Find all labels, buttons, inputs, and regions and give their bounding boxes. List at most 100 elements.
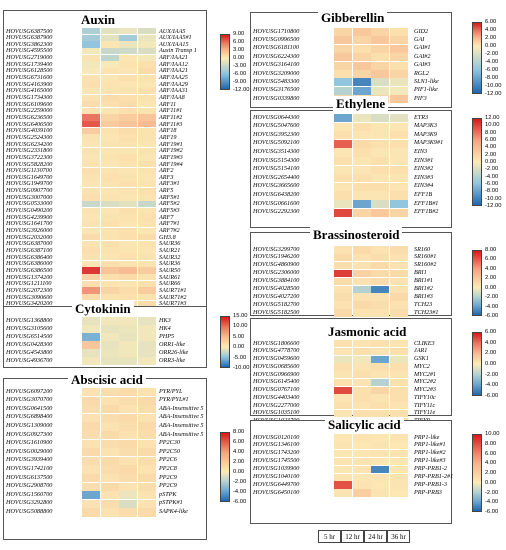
panel-title-gibberellin: Gibberellin	[318, 10, 388, 26]
heatmap-cell	[82, 357, 101, 365]
heatmap-cell	[82, 174, 101, 181]
heatmap-cell	[119, 474, 138, 483]
heatmap-cell	[389, 148, 408, 157]
gene-name: ARF2	[159, 167, 174, 175]
heatmap-cell	[389, 434, 408, 442]
heatmap-cell	[371, 261, 390, 270]
gene-id: HOVUSG1346100	[253, 441, 300, 449]
gene-id: HOVUSG5182500	[253, 308, 300, 316]
heatmap-cell	[137, 61, 156, 68]
gene-id: HOVUSG1211100	[6, 280, 52, 288]
heatmap-cell	[82, 154, 101, 161]
heatmap-cell	[100, 341, 119, 349]
heatmap-cell	[119, 34, 138, 41]
heatmap-cell	[119, 161, 138, 168]
gene-id: HOVUSG6145400	[253, 378, 300, 386]
colorbar-tick: 6.00	[485, 19, 497, 25]
heatmap-cell	[389, 340, 408, 348]
gene-id: HOVUSG1742100	[6, 464, 53, 472]
heatmap-cell	[100, 134, 119, 141]
gene-id: HOVUSG1368800	[6, 316, 53, 324]
heatmap-cell	[119, 431, 138, 440]
heatmap-cell	[100, 287, 119, 294]
heatmap-cell	[137, 300, 156, 307]
heatmap-cell	[334, 473, 353, 482]
gene-name: SLN1-like	[414, 77, 439, 85]
heatmap-cell	[100, 61, 119, 68]
gene-name: AUX/IAA5	[159, 27, 186, 35]
heatmap-cell	[334, 28, 353, 37]
heatmap-cell	[371, 363, 390, 371]
gene-id: HOVUSG4595500	[6, 47, 53, 55]
heatmap-cell	[82, 180, 101, 188]
heatmap-cell	[334, 53, 353, 62]
heatmap-cell	[389, 61, 408, 70]
heatmap-cell	[352, 253, 371, 262]
heatmap-cell	[389, 139, 408, 149]
heatmap-cell	[119, 174, 138, 181]
heatmap-cell	[100, 439, 119, 448]
heatmap-cell	[334, 378, 353, 387]
heatmap-cell	[82, 274, 101, 281]
gene-id: HOVUSG6438200	[253, 190, 300, 198]
heatmap-cell	[389, 131, 408, 140]
heatmap-cell	[100, 499, 119, 509]
gene-name: JAR1	[414, 347, 428, 355]
gene-id: HOVUSG5182700	[253, 300, 300, 308]
gene-id: HOVUSG0533000	[6, 200, 53, 208]
gene-name: SAUR61	[159, 273, 181, 281]
heatmap-cell	[371, 114, 390, 123]
heatmap-cell	[100, 227, 119, 234]
gene-id: HOVUSG6406500	[6, 120, 53, 128]
heatmap-cell	[119, 180, 138, 188]
heatmap-cell	[82, 474, 101, 483]
heatmap-cell	[389, 355, 408, 363]
colorbar-tick: 0.00	[485, 159, 497, 165]
colorbar-tick: 2.00	[485, 35, 497, 41]
heatmap-cell	[82, 508, 101, 517]
heatmap-cell	[119, 67, 138, 75]
gene-id: HOVUSG2259000	[6, 107, 53, 115]
heatmap-cell	[389, 246, 408, 254]
gene-id: HOVUSG3722300	[6, 153, 53, 161]
heatmap-cell	[100, 180, 119, 188]
gene-name: MYC2#3	[414, 386, 437, 393]
colorbar-tick: 8.00	[233, 429, 245, 435]
heatmap-cell	[100, 187, 119, 194]
gene-name: ORR26-like	[159, 348, 189, 356]
heatmap-cell	[352, 355, 371, 363]
heatmap-cell	[371, 61, 390, 70]
heatmap-cell	[334, 371, 353, 379]
gene-name: EIN3#2	[414, 165, 434, 173]
heatmap-cell	[137, 28, 156, 35]
heatmap-cell	[100, 294, 119, 301]
gene-name: ARF5#3	[159, 207, 180, 215]
gene-id: HOVUSG3209000	[253, 69, 300, 77]
gene-name: SAUR71#1	[159, 286, 187, 294]
heatmap-cell	[119, 147, 138, 155]
gene-id: HOVUSG6181100	[253, 44, 299, 52]
heatmap-cell	[352, 148, 371, 157]
heatmap-cell	[334, 114, 353, 123]
heatmap-cell	[352, 78, 371, 87]
heatmap-cell	[137, 456, 156, 466]
colorbar-ethylene	[472, 118, 482, 206]
heatmap-cell	[119, 247, 138, 254]
heatmap-cell	[100, 508, 119, 517]
heatmap-cell	[334, 441, 353, 450]
heatmap-cell	[371, 36, 390, 45]
heatmap-cell	[352, 481, 371, 489]
gene-id: HOVUSG1610900	[6, 439, 53, 447]
gene-id: HOVUSG2331800	[6, 147, 53, 155]
gene-name: PRP-PRB1-3	[414, 480, 447, 488]
colorbar-abscisic-acid	[220, 432, 230, 502]
heatmap-cell	[119, 240, 138, 248]
gene-name: MAP3K9	[414, 130, 438, 138]
gene-id: HOVUSG1130700	[6, 167, 52, 175]
colorbar-tick: -4.00	[233, 489, 247, 495]
colorbar-tick: -9.00	[233, 79, 247, 85]
gene-name: pSTPK#1	[159, 499, 183, 507]
heatmap-cell	[100, 388, 119, 397]
heatmap-cell	[334, 165, 353, 174]
heatmap-cell	[389, 191, 408, 200]
